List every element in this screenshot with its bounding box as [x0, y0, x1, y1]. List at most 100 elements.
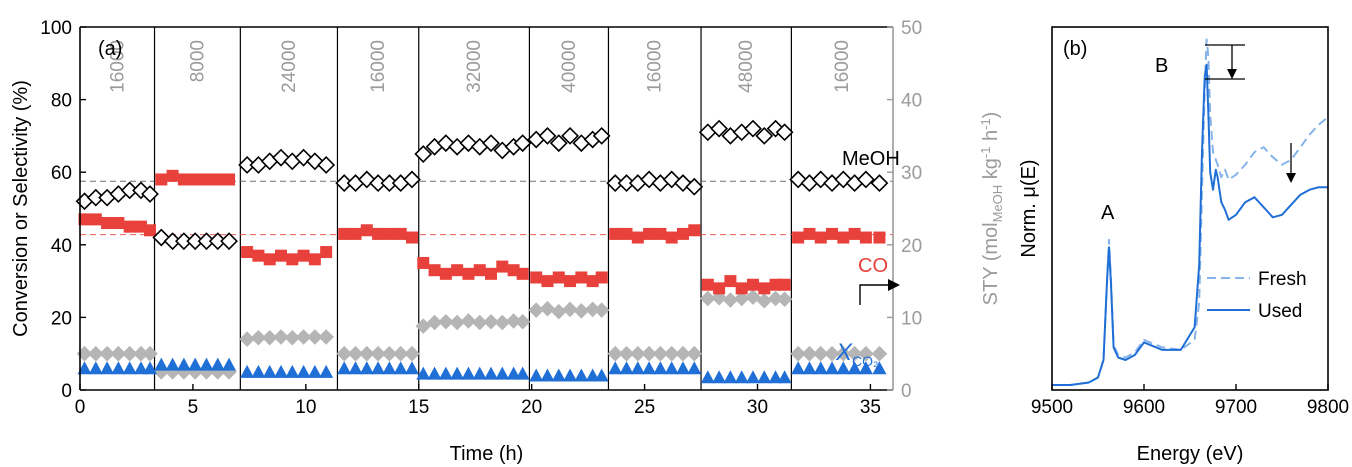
point-co: [263, 253, 276, 266]
point-xco2: [382, 361, 397, 375]
point-co: [758, 282, 771, 295]
point-co: [177, 173, 190, 186]
point-xco2: [813, 361, 828, 375]
point-co: [134, 220, 147, 233]
x-tick-label: 25: [634, 397, 655, 418]
point-co: [252, 249, 265, 262]
point-xco2: [240, 364, 255, 378]
y2-tick-label: 40: [901, 91, 922, 112]
y2-tick-label: 20: [901, 236, 922, 257]
point-xco2: [700, 370, 715, 384]
panel-b-label: (b): [1063, 38, 1087, 60]
point-xco2: [154, 357, 169, 371]
panel-a-label: (a): [98, 38, 122, 60]
point-xco2: [416, 366, 431, 380]
point-co: [826, 227, 839, 240]
point-co: [166, 169, 179, 182]
x-tick-label: 9700: [1215, 397, 1257, 418]
point-xco2: [540, 368, 555, 382]
point-co: [451, 264, 464, 277]
y2-axis-title: STY (molMeOH kg-1 h-1): [978, 112, 1005, 306]
point-xco2: [585, 368, 600, 382]
point-xco2: [273, 364, 288, 378]
point-meoh: [870, 174, 889, 192]
point-co: [123, 220, 136, 233]
segment-label: 24000: [279, 40, 300, 93]
point-co: [112, 217, 125, 230]
edge-decrease-arrow: [1286, 143, 1296, 183]
point-co: [485, 267, 498, 280]
point-meoh: [369, 174, 388, 192]
y2-tick-label: 10: [901, 308, 922, 329]
point-co: [873, 231, 886, 244]
y-tick-label: 100: [40, 18, 72, 39]
panel-a-axes: 0 5 10 15 20 25 30 35 0 20 40 60 80 100 0 10 20 30 40 50 Tim…: [10, 18, 1005, 465]
right-axis-arrowhead: [888, 279, 900, 291]
y2-title-part: -1: [978, 118, 993, 130]
y2-tick-label: 50: [901, 18, 922, 39]
point-co: [320, 246, 333, 259]
point-meoh: [744, 119, 762, 138]
point-xco2: [664, 361, 679, 375]
point-xco2: [529, 368, 544, 382]
point-meoh: [238, 156, 257, 174]
point-meoh: [561, 126, 579, 145]
point-meoh: [197, 232, 216, 251]
point-meoh: [208, 232, 227, 251]
point-co: [308, 253, 321, 266]
point-co: [595, 271, 608, 284]
y2-title-part: MeOH: [990, 185, 1005, 223]
point-sty: [505, 313, 522, 329]
point-meoh: [549, 134, 568, 153]
point-meoh: [482, 134, 500, 153]
point-co: [200, 173, 213, 186]
segment-dividers: 16000 8000 24000 16000 32000 40000 16000 48000 1…: [107, 27, 853, 390]
point-xco2: [712, 370, 727, 384]
point-meoh: [856, 170, 875, 189]
point-xco2: [450, 366, 465, 380]
point-xco2: [133, 361, 148, 375]
x-axis-title: Energy (eV): [1137, 443, 1244, 465]
point-xco2: [296, 364, 311, 378]
y2-title-part: kg: [980, 158, 1002, 185]
segment-label: 48000: [736, 40, 757, 93]
point-meoh: [220, 232, 238, 251]
point-xco2: [675, 361, 690, 375]
xco2-label-sub: CO₂: [852, 353, 878, 369]
point-co: [101, 217, 114, 230]
point-co: [541, 275, 554, 288]
point-xco2: [427, 366, 442, 380]
legend-used-label: Used: [1258, 301, 1302, 322]
point-sty: [318, 329, 334, 345]
point-co: [837, 231, 850, 244]
point-xco2: [515, 366, 530, 380]
point-co: [792, 231, 805, 244]
point-sty: [593, 302, 610, 318]
legend: Fresh Used: [1207, 269, 1307, 322]
point-co: [769, 278, 782, 291]
segment-label: 16000: [645, 40, 666, 93]
point-xco2: [199, 357, 214, 371]
point-xco2: [404, 361, 419, 375]
point-xco2: [88, 361, 103, 375]
point-co: [189, 173, 202, 186]
x-tick-label: 10: [295, 397, 316, 418]
point-co: [155, 173, 168, 186]
point-co: [428, 264, 441, 277]
point-meoh: [592, 126, 611, 145]
legend-fresh-label: Fresh: [1258, 269, 1307, 290]
point-meoh: [335, 174, 354, 192]
point-meoh: [317, 156, 336, 174]
point-co: [462, 267, 475, 280]
point-xco2: [484, 366, 499, 380]
right-axis-arrow: [859, 284, 892, 305]
y2-title-part: -1: [978, 147, 993, 159]
series-used: [1052, 63, 1328, 386]
point-co: [349, 227, 362, 240]
x-tick-label: 35: [860, 397, 881, 418]
x-tick-label: 9500: [1031, 397, 1073, 418]
segment-label: 16000: [368, 40, 389, 93]
point-xco2: [122, 361, 137, 375]
point-xco2: [438, 366, 453, 380]
point-co: [530, 271, 543, 284]
